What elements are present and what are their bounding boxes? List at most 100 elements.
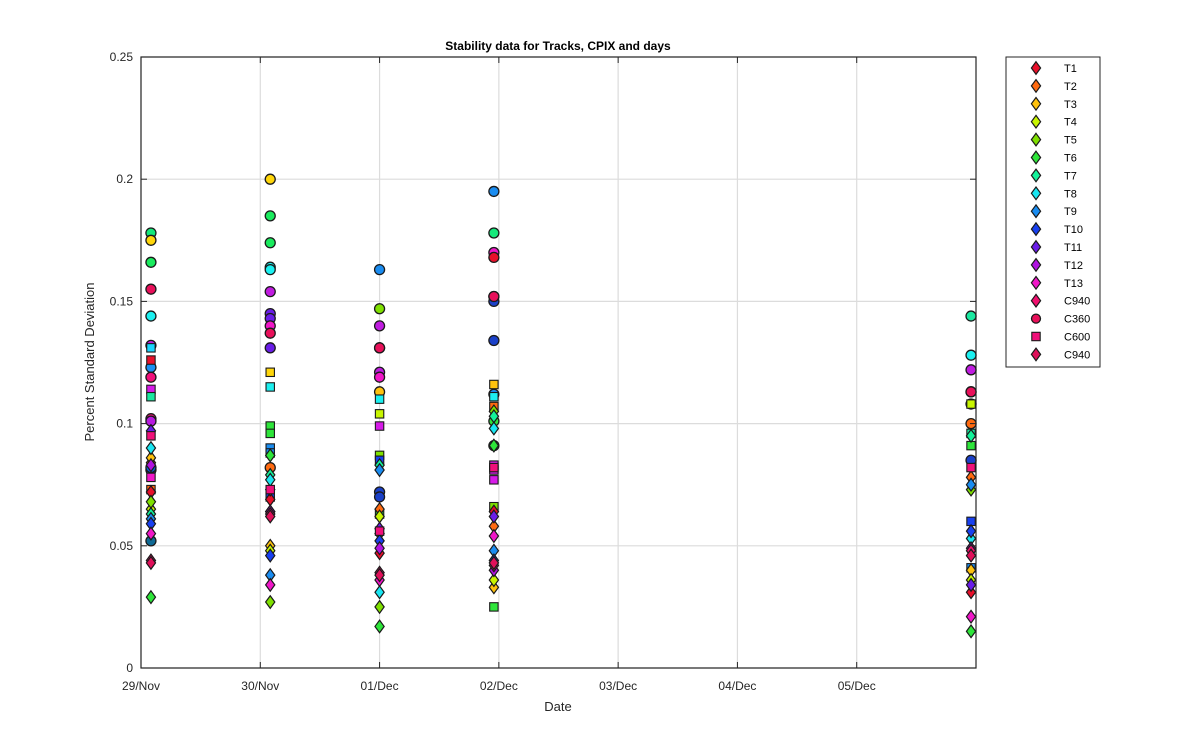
x-tick-label: 01/Dec (361, 679, 399, 693)
legend-marker (1030, 203, 1042, 219)
data-point (265, 367, 275, 378)
data-point (264, 237, 276, 249)
data-point (374, 394, 385, 404)
data-point-t8 (145, 440, 157, 456)
data-point-t7 (965, 428, 977, 444)
legend-label: C600 (1064, 332, 1090, 344)
data-point (264, 173, 276, 185)
data-point (145, 256, 157, 268)
data-point (373, 320, 386, 332)
data-point-t9 (965, 477, 977, 493)
data-point (146, 391, 156, 402)
data-point-t12 (145, 457, 157, 473)
data-point-t6 (264, 448, 276, 463)
data-point (489, 475, 499, 485)
legend-marker (1030, 185, 1042, 201)
data-point (264, 342, 276, 354)
data-point-t4 (488, 572, 500, 588)
legend-label: T2 (1064, 81, 1077, 93)
data-point-t5 (374, 599, 385, 615)
legend-marker (1030, 293, 1042, 309)
data-point-t10 (264, 548, 276, 563)
y-tick-label: 0.15 (110, 294, 134, 308)
data-point-c360 (488, 290, 500, 303)
legend-label: T5 (1064, 135, 1077, 147)
legend-box (1005, 56, 1101, 368)
data-point-c940 (264, 509, 276, 524)
legend-marker (1030, 239, 1042, 255)
data-point (373, 263, 386, 276)
data-point-c600 (966, 462, 976, 473)
legend-marker (1030, 313, 1042, 324)
data-point-c940 (488, 555, 500, 571)
legend-label: T3 (1064, 99, 1077, 111)
data-point (145, 371, 157, 383)
data-point (145, 234, 157, 246)
data-point (489, 602, 499, 612)
data-point (965, 310, 977, 322)
data-point-t9 (374, 462, 385, 478)
legend-label: T8 (1064, 188, 1077, 200)
legend: T1 T2 T3 T4 T5 T6 T7 T8 T9 T10 T11 T12 T13 C940 C360 C6… (1005, 56, 1101, 368)
y-tick-label: 0.05 (110, 539, 134, 553)
data-point-t5 (264, 594, 276, 610)
data-point (146, 472, 156, 483)
data-point-t3 (488, 580, 500, 595)
data-point-c600 (146, 431, 156, 441)
data-point (146, 343, 156, 353)
legend-label: C940 (1064, 349, 1090, 361)
data-point-t8 (374, 584, 385, 600)
data-point-t6 (374, 619, 385, 634)
data-point (489, 379, 499, 390)
data-point-t11 (965, 577, 977, 593)
legend-label: T6 (1064, 153, 1077, 165)
data-point (488, 251, 500, 264)
legend-marker (1030, 221, 1042, 237)
legend-label: T7 (1064, 170, 1077, 182)
legend-marker (1030, 275, 1042, 291)
legend-marker (1030, 132, 1042, 147)
data-point-c360 (965, 386, 977, 398)
plot-area (141, 57, 976, 668)
legend-label: C940 (1064, 296, 1090, 308)
data-point-t6 (965, 624, 977, 639)
data-point (373, 491, 386, 503)
y-tick-label: 0.2 (116, 172, 133, 186)
legend-marker (1031, 331, 1041, 342)
data-point (965, 364, 977, 376)
legend-marker (1030, 114, 1042, 130)
data-point (264, 263, 276, 276)
data-point-c360 (145, 283, 157, 295)
legend-label: T11 (1064, 242, 1082, 254)
legend-label: T13 (1064, 278, 1083, 290)
data-point-c600 (374, 526, 385, 536)
data-point-c600 (489, 462, 499, 473)
data-point (264, 285, 276, 298)
legend-marker (1030, 78, 1042, 94)
y-tick-label: 0.25 (110, 50, 134, 64)
data-point-t6 (145, 589, 157, 605)
data-point (145, 310, 157, 322)
data-point-c940 (145, 555, 157, 571)
legend-label: T4 (1064, 117, 1077, 129)
data-point-t11 (488, 509, 500, 524)
data-point (146, 355, 156, 365)
x-axis-ticks: 29/Nov 30/Nov 01/Dec 02/Dec 03/Dec 04/Dec 05/D… (122, 57, 876, 693)
data-point (265, 428, 275, 439)
legend-marker (1030, 347, 1042, 362)
data-point-c940 (965, 548, 977, 563)
data-point (264, 210, 276, 222)
plot-frame (140, 56, 977, 669)
data-point-t6 (488, 438, 500, 453)
data-point (374, 421, 385, 431)
legend-label: T9 (1064, 206, 1077, 218)
y-axis-ticks: 0 0.05 0.1 0.15 0.2 0.25 (110, 50, 976, 675)
x-tick-label: 30/Nov (241, 679, 279, 693)
legend-label: C360 (1064, 314, 1090, 326)
data-point-t8 (488, 421, 500, 436)
data-point-t12 (374, 540, 385, 556)
legend-label: T10 (1064, 224, 1083, 236)
legend-marker (1030, 168, 1042, 183)
x-tick-label: 04/Dec (718, 679, 756, 693)
